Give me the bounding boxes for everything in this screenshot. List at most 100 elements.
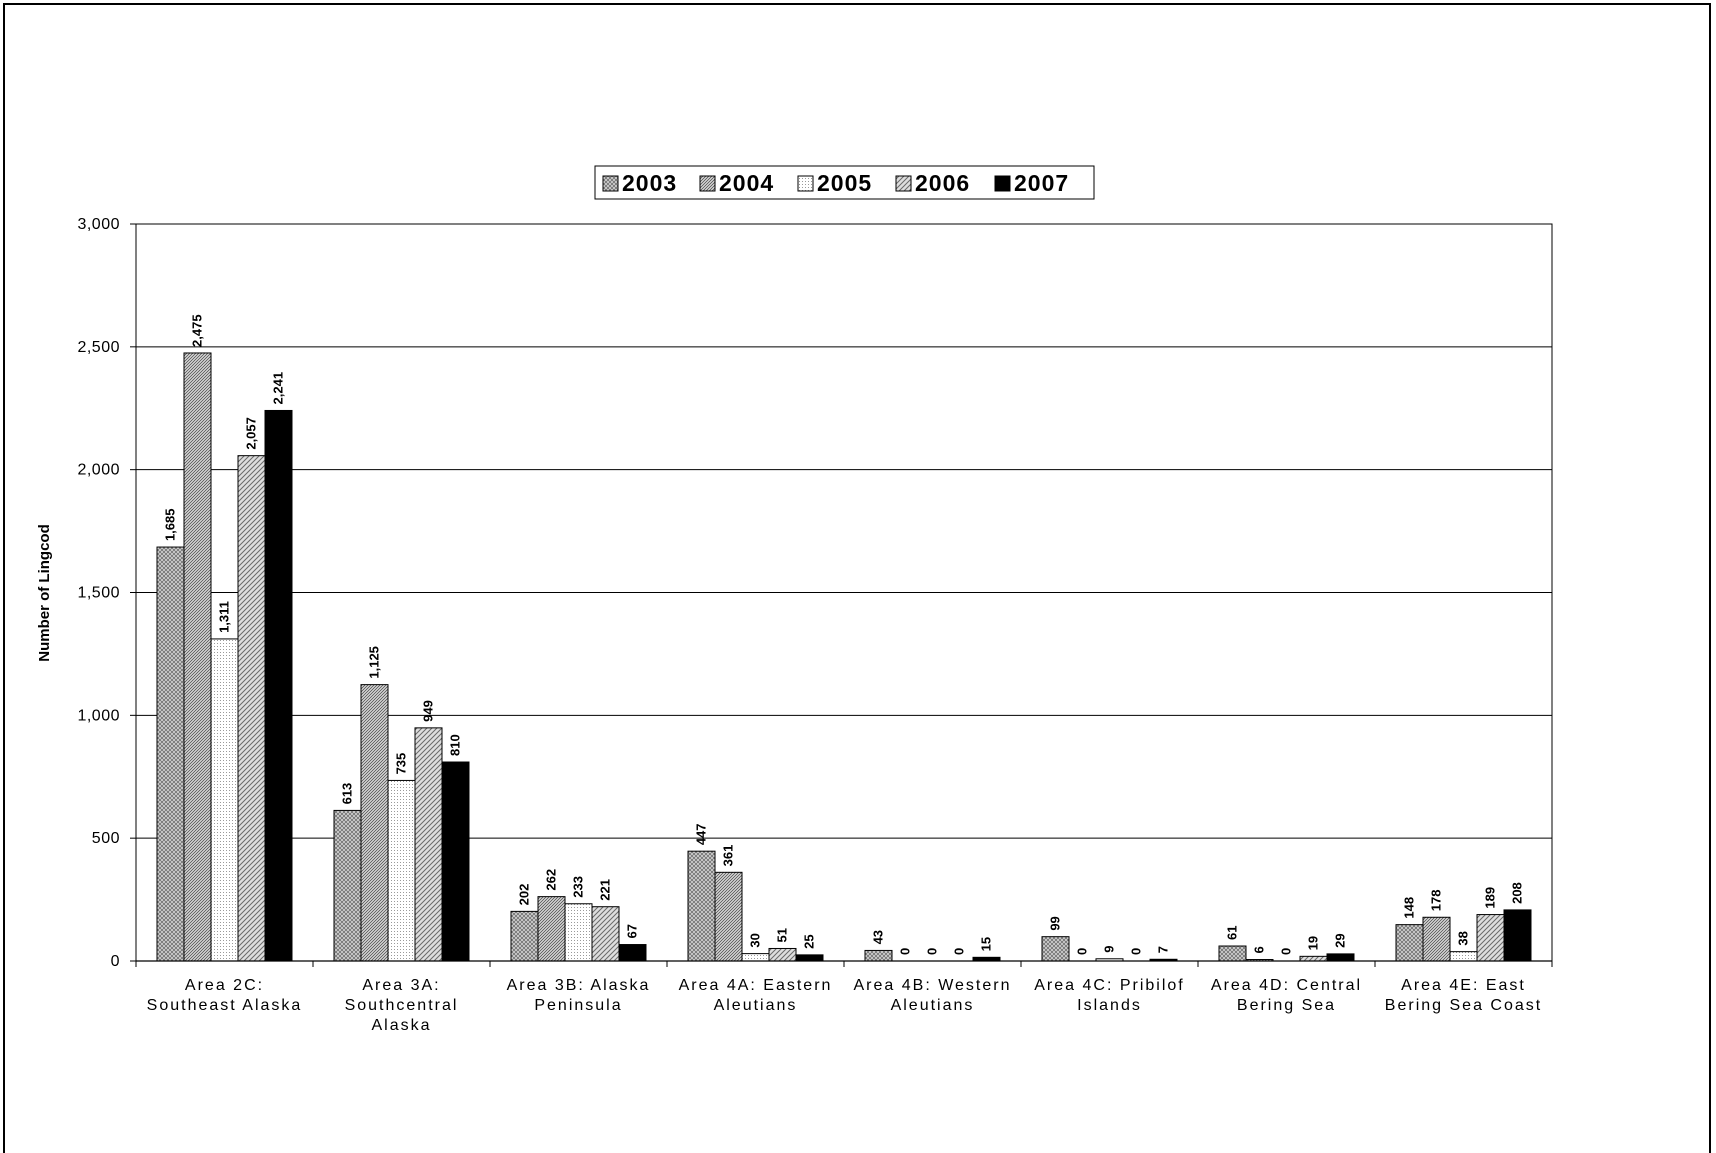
data-label: 2,475	[190, 314, 205, 347]
data-label: 949	[421, 700, 436, 722]
x-category-label-line: Islands	[1077, 997, 1142, 1014]
y-tick-label: 2,500	[77, 339, 120, 356]
legend-box	[594, 165, 1095, 200]
bar-2006	[768, 947, 797, 962]
x-category-label-line: Area 4A: Eastern	[679, 977, 833, 994]
y-tick-label: 1,000	[77, 707, 120, 724]
data-label: 0	[1129, 948, 1144, 955]
bar-2003	[1395, 924, 1424, 962]
legend-label: 2004	[719, 170, 774, 196]
bar-2003	[864, 949, 893, 962]
data-label: 148	[1402, 897, 1417, 919]
data-label: 0	[1279, 948, 1294, 955]
x-category-label-line: Aleutians	[891, 997, 975, 1014]
data-label: 262	[544, 869, 559, 891]
x-category-label: Area 2C: Southeast Alaska	[147, 977, 303, 1014]
data-label: 1,311	[217, 601, 232, 633]
y-axis-label: Number of Lingcod	[36, 524, 53, 662]
data-label: 0	[952, 948, 967, 955]
legend-label: 2006	[915, 170, 970, 196]
x-category-label: Area 4D: Central Bering Sea	[1211, 977, 1362, 1014]
x-category-label-line: Area 4C: Pribilof	[1034, 977, 1185, 994]
legend-swatch-2003	[602, 175, 619, 192]
data-label: 15	[979, 937, 994, 951]
legend-label: 2007	[1014, 170, 1069, 196]
data-label: 0	[1075, 948, 1090, 955]
x-category-label: Area 4E: East Bering Sea Coast	[1385, 977, 1542, 1014]
bar-2003	[156, 546, 185, 962]
data-label: 2,241	[271, 372, 286, 405]
data-label: 2,057	[244, 417, 259, 450]
bar-2004	[1422, 916, 1451, 962]
bar-2007	[1503, 909, 1532, 962]
legend: 2003 2004 2005 2006 2007	[594, 165, 1095, 200]
bar-2004	[183, 352, 212, 962]
data-label: 1,125	[367, 646, 382, 679]
data-label: 61	[1225, 926, 1240, 940]
data-label: 189	[1483, 887, 1498, 909]
bar-2003	[1218, 945, 1247, 962]
data-label: 67	[625, 924, 640, 938]
data-label: 447	[694, 823, 709, 845]
y-tick-label: 500	[92, 830, 120, 847]
bar-2004	[537, 896, 566, 962]
data-label: 43	[871, 930, 886, 944]
bar-2006	[1299, 955, 1328, 962]
bar-2005	[564, 903, 593, 962]
bar-2003	[1041, 936, 1070, 962]
gridlines	[136, 223, 1552, 839]
bar-2005	[1449, 951, 1478, 962]
bar-2007	[441, 761, 470, 962]
bar-2006	[1476, 914, 1505, 962]
x-category-label-line: Peninsula	[534, 997, 622, 1014]
legend-swatch-2004	[699, 175, 716, 192]
x-category-label-line: Area 4E: East	[1401, 977, 1526, 994]
y-tick-label: 3,000	[77, 216, 120, 233]
bar-2006	[237, 455, 266, 962]
x-category-label-line: Area 3B: Alaska	[507, 977, 651, 994]
axes-group: 0 500 1,000 1,500 2,000 2,500 3,000 Area 2C: Sou…	[77, 216, 1553, 1034]
bar-2007	[264, 409, 293, 962]
bar-2007	[1326, 953, 1355, 962]
data-labels-group: 1,685 613 202 447 43 99 61 148 2,475 1,125 262 361 0…	[163, 314, 1525, 955]
data-label: 99	[1048, 916, 1063, 930]
legend-label: 2005	[817, 170, 872, 196]
data-label: 7	[1156, 946, 1171, 953]
bar-2004	[360, 684, 389, 962]
bar-2004	[714, 871, 743, 962]
x-category-label-line: Area 4B: Western	[854, 977, 1012, 994]
data-label: 233	[571, 876, 586, 898]
bar-2003	[687, 850, 716, 962]
x-category-label-line: Area 3A:	[362, 977, 440, 994]
y-tick-label: 0	[111, 953, 120, 970]
bar-2007	[795, 954, 824, 962]
data-label: 30	[748, 933, 763, 947]
legend-swatch-2007	[994, 175, 1011, 192]
x-category-label-line: Southcentral	[345, 997, 459, 1014]
x-category-label-line: Bering Sea	[1237, 997, 1336, 1014]
data-label: 202	[517, 884, 532, 906]
data-label: 38	[1456, 931, 1471, 945]
x-category-label: Area 4B: Western Aleutians	[854, 977, 1012, 1014]
data-label: 361	[721, 845, 736, 867]
data-label: 6	[1252, 946, 1267, 953]
data-label: 208	[1510, 882, 1525, 904]
x-category-label-line: Area 2C:	[185, 977, 264, 994]
legend-label: 2003	[622, 170, 677, 196]
bar-2003	[333, 809, 362, 962]
bar-2005	[387, 779, 416, 962]
x-category-label-line: Alaska	[371, 1017, 431, 1034]
x-category-label-line: Bering Sea Coast	[1385, 997, 1542, 1014]
x-category-label: Area 4C: Pribilof Islands	[1034, 977, 1185, 1014]
legend-swatch-2006	[895, 175, 912, 192]
data-label: 1,685	[163, 509, 178, 542]
data-label: 19	[1306, 936, 1321, 950]
data-label: 613	[340, 783, 355, 805]
x-category-label: Area 4A: Eastern Aleutians	[679, 977, 833, 1014]
x-category-label: Area 3A: Southcentral Alaska	[345, 977, 459, 1034]
y-tick-label: 2,000	[77, 462, 120, 479]
bar-2003	[510, 910, 539, 962]
data-label: 0	[898, 948, 913, 955]
bar-2005	[741, 953, 770, 962]
